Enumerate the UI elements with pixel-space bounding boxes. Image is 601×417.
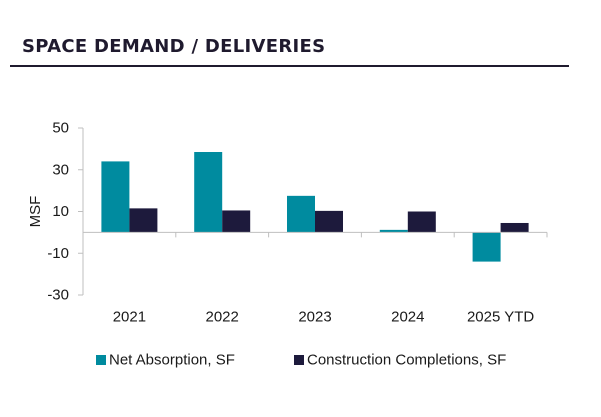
y-axis-title: MSF [27, 196, 44, 228]
bars [101, 152, 529, 262]
x-axis: 2021 2022 2023 2024 2025 YTD [82, 231, 548, 326]
y-tick-label: 50 [52, 120, 69, 137]
legend-label-net-absorption: Net Absorption, SF [109, 352, 235, 369]
bar-net-absorption-3 [379, 229, 408, 233]
bar-net-absorption-2 [287, 195, 315, 233]
x-category-label: 2023 [298, 309, 331, 326]
y-tick-label: -30 [47, 287, 69, 304]
y-tick-label: 10 [52, 203, 69, 220]
legend-label-construction-completions: Construction Completions, SF [307, 352, 506, 369]
bar-construction-completions-3 [407, 211, 436, 233]
bar-construction-completions-1 [222, 210, 251, 233]
x-category-label: 2022 [206, 309, 239, 326]
legend-swatch-construction-completions [294, 355, 304, 365]
chart-title: SPACE DEMAND / DELIVERIES [22, 36, 326, 57]
title-underline [10, 65, 569, 67]
y-axis: 50 30 10 -10 -30 [47, 120, 84, 304]
bar-construction-completions-2 [315, 210, 343, 233]
y-tick-label: -10 [47, 245, 69, 262]
x-category-label: 2021 [113, 309, 146, 326]
x-category-label: 2024 [391, 309, 424, 326]
bar-construction-completions-0 [129, 208, 158, 233]
bar-net-absorption-1 [194, 152, 223, 233]
bar-construction-completions-4 [500, 222, 529, 233]
y-axis-title-group: MSF [27, 196, 44, 228]
legend-swatch-net-absorption [96, 355, 106, 365]
bar-net-absorption-0 [101, 161, 130, 233]
x-category-label: 2025 YTD [467, 309, 534, 326]
legend: Net Absorption, SF Construction Completio… [96, 352, 506, 369]
y-tick-label: 30 [52, 161, 69, 178]
bar-net-absorption-4 [472, 232, 501, 262]
